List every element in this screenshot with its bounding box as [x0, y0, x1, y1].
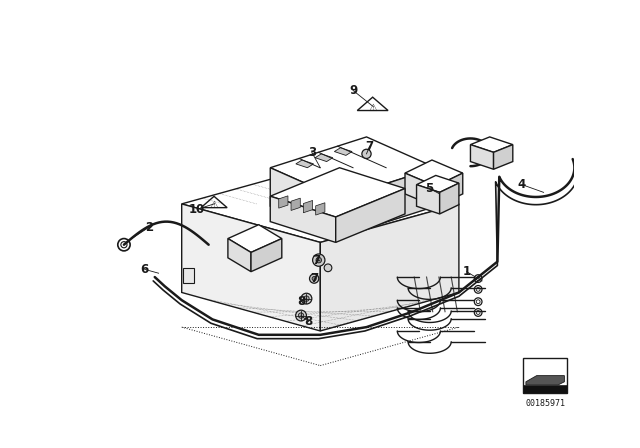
Text: 5: 5 — [426, 182, 434, 195]
Polygon shape — [182, 204, 320, 331]
Polygon shape — [417, 176, 459, 192]
Text: 6: 6 — [141, 263, 149, 276]
Polygon shape — [493, 145, 513, 169]
Text: 8: 8 — [297, 295, 305, 308]
Text: 8: 8 — [305, 315, 313, 328]
Polygon shape — [291, 198, 300, 211]
Circle shape — [324, 264, 332, 271]
Polygon shape — [440, 183, 459, 214]
Text: ⚠: ⚠ — [210, 200, 218, 211]
Text: 2: 2 — [145, 220, 154, 233]
Text: 10: 10 — [189, 203, 205, 216]
Polygon shape — [417, 185, 440, 214]
Polygon shape — [320, 204, 459, 331]
Text: 7: 7 — [365, 140, 374, 153]
Circle shape — [312, 276, 316, 281]
Polygon shape — [270, 168, 340, 237]
Text: 4: 4 — [518, 178, 526, 191]
Polygon shape — [228, 225, 282, 252]
Polygon shape — [405, 173, 436, 207]
Circle shape — [298, 313, 304, 318]
Polygon shape — [270, 137, 436, 198]
Polygon shape — [182, 165, 459, 242]
Polygon shape — [340, 168, 436, 237]
Circle shape — [296, 310, 307, 321]
Polygon shape — [336, 189, 405, 242]
Polygon shape — [228, 238, 251, 271]
Polygon shape — [251, 238, 282, 271]
Bar — [183, 268, 194, 283]
Polygon shape — [279, 196, 288, 208]
Polygon shape — [316, 203, 325, 215]
Text: 3: 3 — [308, 146, 316, 159]
Text: 7: 7 — [310, 272, 318, 285]
Polygon shape — [436, 173, 463, 207]
Polygon shape — [470, 137, 513, 152]
Circle shape — [310, 274, 319, 283]
Polygon shape — [315, 154, 333, 162]
Polygon shape — [296, 160, 314, 168]
Text: 9: 9 — [349, 84, 358, 97]
Circle shape — [304, 296, 309, 302]
Polygon shape — [270, 168, 405, 217]
Polygon shape — [470, 145, 493, 169]
Bar — [523, 385, 568, 392]
Polygon shape — [270, 196, 336, 242]
Circle shape — [301, 293, 312, 304]
Text: 00185971: 00185971 — [525, 399, 565, 408]
Polygon shape — [405, 160, 463, 186]
Text: ⚠: ⚠ — [368, 103, 377, 112]
Circle shape — [312, 254, 325, 266]
Polygon shape — [334, 148, 352, 155]
Circle shape — [362, 149, 371, 159]
Polygon shape — [526, 375, 564, 385]
Circle shape — [316, 257, 321, 263]
Polygon shape — [303, 200, 312, 213]
Bar — [523, 358, 568, 392]
Text: 7: 7 — [312, 254, 321, 267]
Text: 1: 1 — [463, 265, 470, 278]
